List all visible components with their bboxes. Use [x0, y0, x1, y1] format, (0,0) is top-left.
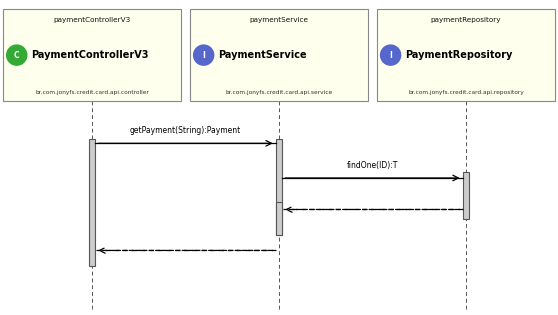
Text: PaymentService: PaymentService — [218, 50, 307, 60]
Text: I: I — [389, 51, 392, 60]
Text: findOne(ID):T: findOne(ID):T — [347, 161, 398, 170]
Bar — [89, 139, 95, 266]
Text: I: I — [202, 51, 205, 60]
Bar — [3, 9, 181, 101]
Bar — [276, 139, 282, 235]
Text: paymentRepository: paymentRepository — [431, 17, 501, 23]
Text: br.com.jonyfs.credit.card.api.repository: br.com.jonyfs.credit.card.api.repository — [408, 90, 524, 95]
Text: br.com.jonyfs.credit.card.api.service: br.com.jonyfs.credit.card.api.service — [225, 90, 333, 95]
Text: paymentService: paymentService — [249, 17, 309, 23]
Bar — [190, 9, 368, 101]
Text: PaymentRepository: PaymentRepository — [405, 50, 512, 60]
Text: br.com.jonyfs.credit.card.api.controller: br.com.jonyfs.credit.card.api.controller — [35, 90, 149, 95]
Bar — [377, 9, 555, 101]
Ellipse shape — [194, 45, 214, 65]
Text: paymentControllerV3: paymentControllerV3 — [54, 17, 131, 23]
Text: C: C — [14, 51, 20, 60]
Ellipse shape — [7, 45, 27, 65]
Bar — [276, 202, 282, 235]
Text: PaymentControllerV3: PaymentControllerV3 — [31, 50, 149, 60]
Ellipse shape — [381, 45, 401, 65]
Bar — [463, 172, 469, 219]
Text: getPayment(String):Payment: getPayment(String):Payment — [130, 126, 241, 135]
